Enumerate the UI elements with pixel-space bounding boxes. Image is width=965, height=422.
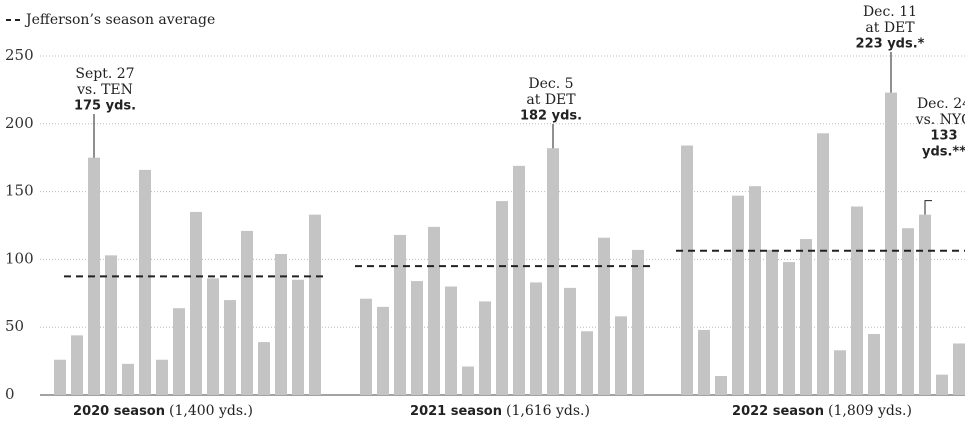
bar xyxy=(698,329,710,395)
bar xyxy=(139,169,151,395)
bar xyxy=(173,308,185,395)
annotation-value: 133 xyxy=(930,129,957,144)
annotation-value: 175 yds. xyxy=(74,99,136,114)
leader-line xyxy=(924,200,932,215)
annotation-text: Sept. 27 xyxy=(75,66,134,82)
annotation-value: 182 yds. xyxy=(520,109,582,124)
annotation-value: yds.** xyxy=(922,145,965,160)
annotation-text: vs. TEN xyxy=(76,82,133,98)
bar xyxy=(547,148,559,395)
bar xyxy=(360,298,372,395)
bar xyxy=(868,333,880,395)
bar xyxy=(105,255,117,395)
bar xyxy=(156,359,168,395)
bar xyxy=(309,214,321,395)
bar xyxy=(54,359,66,395)
y-tick-label: 0 xyxy=(5,385,15,403)
bar xyxy=(513,165,525,395)
bar xyxy=(479,301,491,395)
bar xyxy=(919,214,931,395)
bar xyxy=(766,249,778,395)
group-label: 2021 season (1,616 yds.) xyxy=(410,403,590,419)
y-tick-label: 50 xyxy=(5,317,24,335)
annotation-text: Dec. 11 xyxy=(863,4,917,20)
bar xyxy=(258,342,270,395)
bar xyxy=(800,239,812,395)
group-total: (1,809 yds.) xyxy=(828,403,912,419)
bar xyxy=(241,230,253,395)
group-name: 2022 season xyxy=(732,404,824,419)
bar xyxy=(190,211,202,395)
bar xyxy=(496,201,508,395)
bar xyxy=(783,262,795,395)
legend-label: Jefferson’s season average xyxy=(24,12,215,28)
bar xyxy=(817,133,829,396)
annotation-text: Dec. 5 xyxy=(528,76,573,92)
bar xyxy=(885,92,897,395)
bar xyxy=(851,206,863,395)
annotation-value: 223 yds.* xyxy=(856,37,925,52)
bar xyxy=(275,253,287,395)
bar xyxy=(411,281,423,395)
bar xyxy=(681,145,693,395)
bar xyxy=(749,186,761,395)
annotation-text: at DET xyxy=(526,92,576,108)
bar xyxy=(71,335,83,395)
group-name: 2021 season xyxy=(410,404,502,419)
y-tick-label: 150 xyxy=(5,182,34,200)
bar xyxy=(732,195,744,395)
bar xyxy=(902,228,914,395)
annotation-text: at DET xyxy=(865,20,915,36)
y-tick-label: 200 xyxy=(5,114,34,132)
bar xyxy=(530,282,542,395)
bar xyxy=(834,350,846,395)
bar xyxy=(394,234,406,395)
bar xyxy=(462,366,474,395)
group-total: (1,616 yds.) xyxy=(506,403,590,419)
bar xyxy=(122,363,134,395)
bar xyxy=(377,306,389,395)
bar xyxy=(615,316,627,395)
bar xyxy=(632,249,644,395)
group-label: 2020 season (1,400 yds.) xyxy=(73,403,253,419)
bar xyxy=(207,278,219,395)
bar xyxy=(224,300,236,395)
bar xyxy=(428,226,440,395)
group-total: (1,400 yds.) xyxy=(169,403,253,419)
bar xyxy=(564,287,576,395)
bar xyxy=(936,374,948,395)
group-label: 2022 season (1,809 yds.) xyxy=(732,403,912,419)
annotation-text: Dec. 24 xyxy=(917,96,965,112)
bar xyxy=(581,331,593,395)
y-tick-label: 100 xyxy=(5,249,34,267)
bar xyxy=(715,376,727,395)
bar xyxy=(953,343,965,395)
y-tick-label: 250 xyxy=(5,46,34,64)
annotation-text: vs. NYG xyxy=(915,112,965,128)
group-name: 2020 season xyxy=(73,404,165,419)
bar xyxy=(445,286,457,395)
bar xyxy=(598,237,610,395)
bar xyxy=(292,279,304,395)
